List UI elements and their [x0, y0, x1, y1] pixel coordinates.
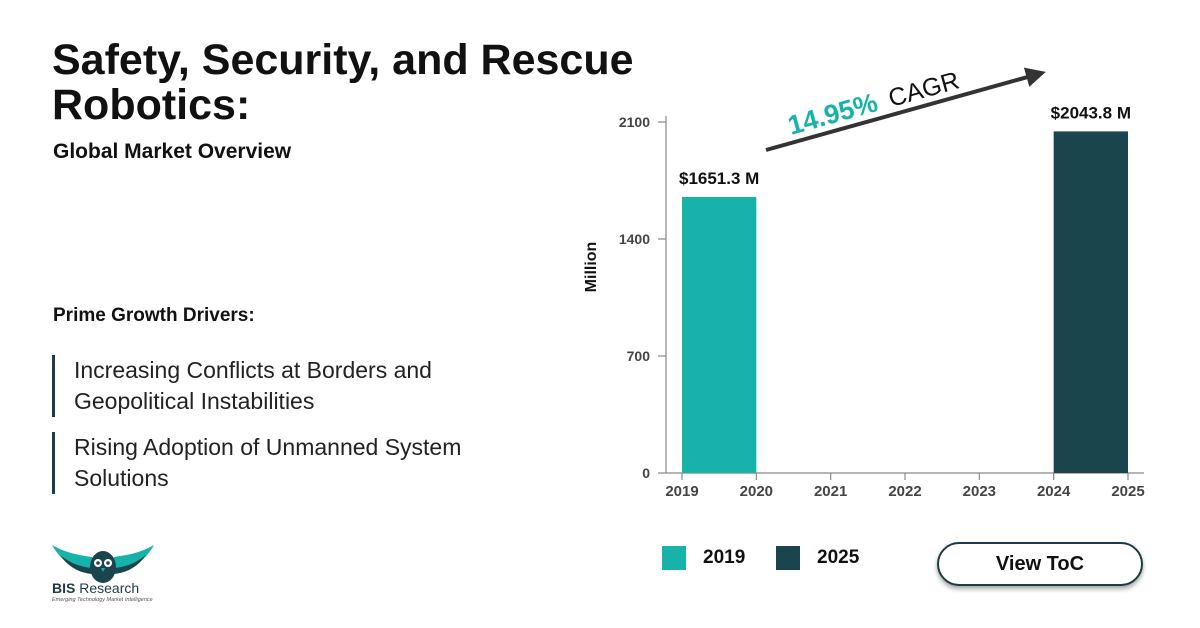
x-tick-label: 2021	[814, 483, 847, 500]
driver-item: Rising Adoption of Unmanned System Solut…	[52, 432, 544, 494]
x-tick-label: 2019	[665, 483, 698, 500]
market-bar-chart: 0 700 1400 2100 2019 2020 2021 2022 2023 2024 2025…	[583, 66, 1145, 500]
x-tick-label: 2025	[1111, 483, 1144, 500]
y-tick-label: 0	[642, 465, 650, 481]
data-label-2019: $1651.3 M	[679, 169, 759, 188]
legend-swatch-2025	[776, 546, 800, 570]
cagr-arrow	[765, 67, 1046, 152]
driver-item: Increasing Conflicts at Borders and Geop…	[52, 355, 544, 417]
drivers-heading: Prime Growth Drivers:	[53, 305, 255, 326]
bar-2019	[682, 196, 757, 473]
y-tick-label: 700	[627, 348, 651, 364]
y-tick-label: 2100	[619, 114, 650, 130]
bar-2025	[1053, 131, 1128, 473]
legend-label-2019: 2019	[703, 547, 746, 568]
x-tick-label: 2020	[740, 483, 773, 500]
data-label-2025: $2043.8 M	[1051, 103, 1131, 122]
x-tick-label: 2024	[1037, 483, 1071, 500]
x-tick-label: 2022	[888, 483, 921, 500]
y-tick-label: 1400	[619, 231, 650, 247]
x-tick-label: 2023	[963, 483, 996, 500]
legend-swatch-2019	[662, 546, 686, 570]
view-toc-button[interactable]: View ToC	[937, 542, 1143, 586]
brand-tagline: Emerging Technology Market Intelligence	[52, 597, 153, 603]
page-title: Safety, Security, and Rescue Robotics:	[52, 36, 634, 129]
y-axis-label: Million	[583, 242, 600, 293]
legend-label-2025: 2025	[817, 547, 860, 568]
page-subtitle: Global Market Overview	[53, 140, 292, 163]
brand-name: BIS Research	[52, 580, 140, 596]
owl-icon	[52, 545, 154, 583]
